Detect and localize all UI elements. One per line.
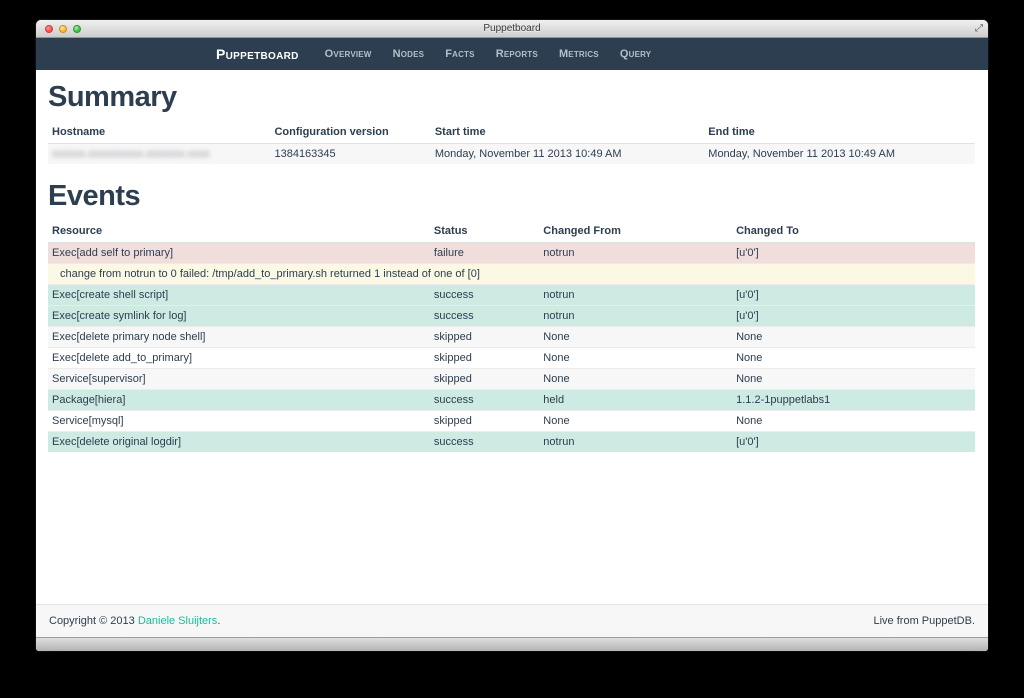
event-resource: Exec[delete add_to_primary]: [48, 347, 430, 369]
events-header-row: Resource Status Changed From Changed To: [48, 221, 975, 243]
summary-col-header: End time: [704, 122, 975, 144]
nav-item-overview[interactable]: Overview: [324, 48, 372, 60]
event-resource: Service[mysql]: [48, 410, 430, 432]
events-col-header: Changed From: [539, 221, 733, 243]
event-changed-from: notrun: [539, 431, 733, 452]
nav-item-query[interactable]: Query: [619, 48, 652, 60]
event-changed-from: None: [539, 326, 733, 348]
navbar-brand[interactable]: Puppetboard: [216, 46, 299, 62]
navbar: Puppetboard Overview Nodes Facts Reports Met…: [36, 38, 988, 70]
event-row: Exec[delete add_to_primary] skipped None No…: [48, 347, 975, 369]
fullscreen-resize-icon[interactable]: ⤢: [975, 23, 983, 34]
browser-window: Puppetboard ⤢ Puppetboard Overview Nodes F…: [36, 20, 988, 651]
copyright-text: Copyright © 2013 Daniele Sluijters.: [49, 615, 220, 627]
window-bottom-chrome: [36, 637, 988, 651]
event-changed-to: [u'0']: [732, 242, 975, 264]
event-row: Exec[create shell script] success notrun [u…: [48, 284, 975, 306]
event-status: success: [429, 431, 540, 452]
event-resource: Service[supervisor]: [48, 368, 430, 390]
traffic-lights: [45, 24, 81, 33]
event-status: skipped: [429, 368, 540, 390]
nav-items: Overview Nodes Facts Reports Metrics Query: [325, 48, 673, 60]
start-time: Monday, November 11 2013 10:49 AM: [430, 143, 705, 164]
event-changed-to: None: [732, 347, 975, 369]
end-time: Monday, November 11 2013 10:49 AM: [704, 143, 975, 164]
event-row: Exec[delete primary node shell] skipped No…: [48, 326, 975, 348]
event-failure-message: change from notrun to 0 failed: /tmp/add…: [48, 263, 975, 285]
event-status: success: [429, 284, 540, 306]
event-row: Service[supervisor] skipped None None: [48, 368, 975, 390]
footer: Copyright © 2013 Daniele Sluijters. Live…: [36, 604, 988, 637]
event-changed-from: notrun: [539, 305, 733, 327]
event-resource: Exec[create symlink for log]: [48, 305, 430, 327]
event-resource: Exec[delete primary node shell]: [48, 326, 430, 348]
event-status: skipped: [429, 410, 540, 432]
event-changed-to: None: [732, 368, 975, 390]
live-from-puppetdb-text: Live from PuppetDB.: [873, 615, 976, 627]
events-col-header: Changed To: [732, 221, 975, 243]
event-message-row: change from notrun to 0 failed: /tmp/add…: [48, 263, 975, 285]
copyright-prefix: Copyright © 2013: [49, 615, 138, 627]
event-status: failure: [429, 242, 540, 264]
event-changed-to: [u'0']: [732, 431, 975, 452]
event-resource: Exec[add self to primary]: [48, 242, 430, 264]
events-col-header: Status: [429, 221, 540, 243]
event-changed-from: None: [539, 347, 733, 369]
event-resource: Package[hiera]: [48, 389, 430, 411]
event-changed-to: [u'0']: [732, 305, 975, 327]
event-row: Exec[create symlink for log] success notru…: [48, 305, 975, 327]
event-status: success: [429, 389, 540, 411]
summary-col-header: Configuration version: [270, 122, 431, 144]
events-table: Resource Status Changed From Changed To Exe…: [48, 221, 975, 452]
event-changed-from: None: [539, 368, 733, 390]
event-changed-to: None: [732, 326, 975, 348]
event-status: skipped: [429, 347, 540, 369]
event-changed-to: None: [732, 410, 975, 432]
summary-heading: Summary: [48, 81, 177, 113]
summary-header-row: Hostname Configuration version Start time E…: [48, 122, 975, 144]
configuration-version: 1384163345: [270, 143, 431, 164]
minimize-window-button[interactable]: [59, 24, 67, 33]
event-row: Package[hiera] success held 1.1.2-1puppetla…: [48, 389, 975, 411]
event-row: Exec[add self to primary] failure notrun [u…: [48, 242, 975, 264]
summary-col-header: Start time: [430, 122, 705, 144]
zoom-window-button[interactable]: [73, 24, 81, 33]
window-title: Puppetboard: [483, 22, 541, 34]
event-resource: Exec[create shell script]: [48, 284, 430, 306]
events-table-body: Exec[add self to primary] failure notrun [u…: [48, 242, 975, 452]
event-changed-to: [u'0']: [732, 284, 975, 306]
author-link[interactable]: Daniele Sluijters: [137, 615, 218, 627]
nav-item-nodes[interactable]: Nodes: [392, 48, 425, 60]
event-changed-from: None: [539, 410, 733, 432]
nav-item-reports[interactable]: Reports: [495, 48, 538, 60]
close-window-button[interactable]: [45, 24, 53, 33]
event-row: Exec[delete original logdir] success notru…: [48, 431, 975, 452]
summary-row: xxxxxx.xxxxxxxxxx.xxxxxxx.xxxx 138416334…: [48, 143, 975, 164]
events-heading: Events: [48, 180, 141, 212]
event-status: success: [429, 305, 540, 327]
event-status: skipped: [429, 326, 540, 348]
event-changed-from: notrun: [539, 284, 733, 306]
nav-item-facts[interactable]: Facts: [445, 48, 475, 60]
summary-col-header: Hostname: [48, 122, 271, 144]
nav-item-metrics[interactable]: Metrics: [558, 48, 599, 60]
main-content: Summary Hostname Configuration version Sta…: [36, 70, 988, 604]
titlebar: Puppetboard ⤢: [36, 20, 988, 38]
hostname-redacted: xxxxxx.xxxxxxxxxx.xxxxxxx.xxxx: [52, 148, 210, 160]
event-changed-from: notrun: [539, 242, 733, 264]
event-resource: Exec[delete original logdir]: [48, 431, 430, 452]
event-changed-to: 1.1.2-1puppetlabs1: [732, 389, 975, 411]
copyright-suffix: .: [217, 615, 221, 627]
event-changed-from: held: [539, 389, 733, 411]
event-row: Service[mysql] skipped None None: [48, 410, 975, 432]
summary-table: Hostname Configuration version Start time E…: [48, 122, 975, 164]
events-col-header: Resource: [48, 221, 430, 243]
